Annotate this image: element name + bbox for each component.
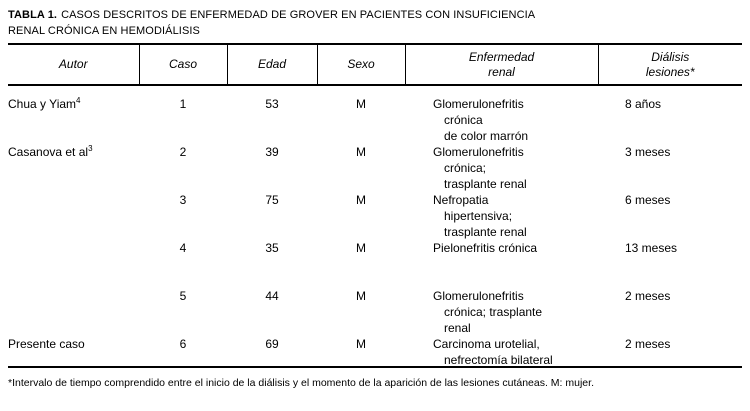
cases-table: Autor Caso Edad Sexo Enfermedad renal Di…: [8, 43, 742, 369]
table-row: Chua y Yiam4 1 53 M Glomerulonefritis cr…: [8, 85, 742, 144]
cell-dialisis: 2 meses: [625, 289, 671, 303]
cell-edad: 75: [265, 193, 279, 207]
cell-enfermedad: Glomerulonefritis crónica; trasplante re…: [433, 145, 527, 191]
header-sexo: Sexo: [317, 43, 406, 86]
cell-autor: [8, 192, 139, 240]
cell-enfermedad: Glomerulonefritis crónica de color marró…: [433, 97, 529, 143]
cell-dialisis: 2 meses: [625, 337, 671, 351]
table-title-text: CASOS DESCRITOS DE ENFERMEDAD DE GROVER …: [61, 9, 536, 21]
table-title: TABLA 1. CASOS DESCRITOS DE ENFERMEDAD DE…: [8, 7, 535, 39]
header-enfermedad-renal: Enfermedad renal: [405, 43, 599, 86]
cell-caso: 3: [179, 193, 187, 207]
cell-edad: 44: [265, 289, 279, 303]
cell-sexo: M: [356, 97, 366, 111]
table-row: Casanova et al3 2 39 M Glomerulonefritis…: [8, 144, 742, 192]
cell-autor: [8, 288, 139, 336]
cell-dialisis: 8 años: [625, 97, 662, 111]
cell-sexo: M: [356, 193, 366, 207]
cell-sexo: M: [356, 337, 366, 351]
reference-superscript: 4: [76, 96, 81, 105]
table-title-line2: RENAL CRÓNICA EN HEMODIÁLISIS: [8, 25, 200, 37]
table-number-label: TABLA 1.: [8, 9, 58, 21]
cell-autor: [8, 240, 139, 288]
cell-enfermedad: Carcinoma urotelial, nefrectomía bilater…: [433, 337, 553, 367]
header-caso: Caso: [139, 43, 228, 86]
cell-caso: 1: [179, 97, 187, 111]
cell-enfermedad: Pielonefritis crónica: [433, 241, 538, 255]
header-row: Autor Caso Edad Sexo Enfermedad renal Di…: [8, 43, 742, 86]
cell-dialisis: 3 meses: [625, 145, 671, 159]
cell-edad: 39: [265, 145, 279, 159]
cell-caso: 4: [179, 241, 187, 255]
table-header: Autor Caso Edad Sexo Enfermedad renal Di…: [8, 43, 742, 86]
table-row: 3 75 M Nefropatia hipertensiva; trasplan…: [8, 192, 742, 240]
cell-autor: Chua y Yiam4: [8, 96, 81, 112]
cell-dialisis: 13 meses: [625, 241, 678, 255]
cell-enfermedad: Glomerulonefritis crónica; trasplante re…: [433, 289, 543, 335]
cell-edad: 53: [265, 97, 279, 111]
cell-edad: 69: [265, 337, 279, 351]
header-dialisis-lesiones: Diálisis lesiones*: [598, 43, 742, 86]
cell-caso: 5: [179, 289, 187, 303]
cell-sexo: M: [356, 145, 366, 159]
cell-caso: 6: [179, 337, 187, 351]
table-row: 5 44 M Glomerulonefritis crónica; traspl…: [8, 288, 742, 336]
table-title-line1: TABLA 1. CASOS DESCRITOS DE ENFERMEDAD DE…: [8, 7, 535, 23]
table-row: Presente caso 6 69 M Carcinoma urotelial…: [8, 336, 742, 369]
header-autor: Autor: [8, 43, 140, 86]
cell-enfermedad: Nefropatia hipertensiva; trasplante rena…: [433, 193, 527, 239]
header-edad: Edad: [227, 43, 318, 86]
table-row: 4 35 M Pielonefritis crónica 13 meses: [8, 240, 742, 288]
cell-autor: Presente caso: [8, 337, 85, 351]
cell-sexo: M: [356, 289, 366, 303]
table-bottom-rule: [8, 366, 742, 368]
cell-sexo: M: [356, 241, 366, 255]
table-body: Chua y Yiam4 1 53 M Glomerulonefritis cr…: [8, 85, 742, 369]
cell-dialisis: 6 meses: [625, 193, 671, 207]
cell-caso: 2: [179, 145, 187, 159]
cell-autor: Casanova et al3: [8, 144, 93, 160]
reference-superscript: 3: [88, 144, 93, 153]
cell-edad: 35: [265, 241, 279, 255]
table-footnote: *Intervalo de tiempo comprendido entre e…: [8, 377, 594, 389]
